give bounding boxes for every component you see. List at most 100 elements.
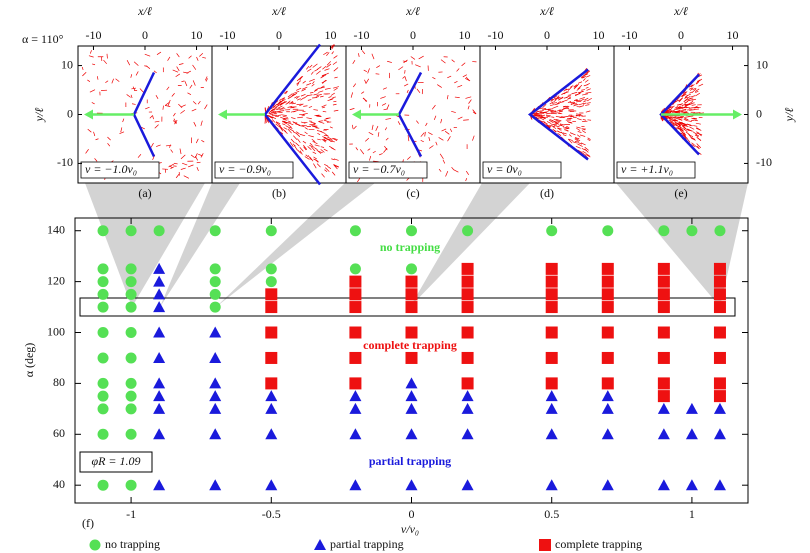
particle	[683, 132, 687, 136]
particle	[311, 146, 316, 152]
marker-square	[545, 351, 558, 364]
particle	[665, 116, 671, 120]
particle	[545, 124, 552, 128]
particle	[119, 131, 125, 134]
particle	[694, 88, 700, 92]
particle	[201, 139, 205, 143]
particle	[332, 103, 337, 106]
particle	[178, 103, 183, 109]
legend-label: no trapping	[105, 537, 160, 551]
marker-square	[657, 275, 670, 288]
marker-triangle	[685, 428, 698, 440]
annotation: partial trapping	[369, 454, 451, 468]
particle	[308, 106, 313, 108]
annotation: no trapping	[380, 240, 440, 254]
particle	[92, 63, 96, 66]
marker-triangle	[461, 479, 474, 491]
particle	[350, 92, 353, 98]
particle	[289, 100, 294, 105]
particle	[144, 53, 151, 57]
particle	[465, 76, 470, 81]
particle	[283, 90, 288, 94]
marker-circle	[406, 225, 417, 237]
particle	[548, 119, 554, 124]
particle	[688, 115, 694, 117]
particle	[693, 117, 697, 120]
particle	[270, 116, 274, 118]
marker-triangle	[713, 402, 726, 414]
inset-x-label: x/ℓ	[405, 4, 420, 18]
particle	[539, 117, 545, 121]
marker-square	[545, 288, 558, 301]
particle	[322, 136, 327, 139]
marker-square	[657, 301, 670, 314]
particle	[583, 100, 587, 103]
particle	[306, 65, 310, 70]
marker-circle	[153, 225, 165, 237]
particle	[324, 118, 329, 120]
marker-circle	[265, 225, 277, 237]
particle	[539, 107, 543, 110]
particle	[321, 74, 326, 77]
particle	[575, 92, 581, 97]
insets: v = −1.0v₀(a) -10 0 10 x/ℓ -10 0 10 y/ℓ v = −0.9v…	[32, 4, 796, 200]
particle	[582, 93, 589, 96]
particle	[115, 78, 120, 82]
particle	[568, 138, 573, 144]
particle	[187, 92, 192, 95]
particle	[578, 105, 584, 108]
marker-square	[461, 275, 474, 288]
particle	[329, 126, 333, 129]
marker-triangle	[209, 479, 222, 491]
particle	[547, 108, 551, 111]
marker-circle	[546, 225, 558, 237]
particle	[669, 110, 675, 112]
particle	[546, 121, 552, 124]
particle	[420, 132, 425, 137]
particle	[87, 79, 91, 82]
particle	[582, 118, 587, 121]
particle	[314, 144, 320, 147]
particle	[549, 101, 554, 105]
marker-square	[545, 301, 558, 314]
particle	[418, 55, 424, 60]
particle	[574, 83, 580, 88]
marker-square	[601, 288, 614, 301]
marker-square	[461, 301, 474, 314]
particle	[587, 139, 591, 141]
particle	[672, 123, 675, 127]
particle	[543, 120, 546, 124]
marker-circle	[89, 539, 101, 551]
inset-x-tick-label: 0	[276, 28, 282, 42]
particle	[361, 50, 366, 55]
particle	[387, 60, 392, 63]
particle	[568, 121, 573, 124]
particle	[558, 109, 564, 112]
particle	[672, 122, 677, 126]
particle	[402, 60, 407, 62]
particle	[333, 164, 339, 168]
particle	[333, 109, 339, 112]
particle	[585, 110, 591, 113]
particle	[313, 163, 317, 169]
particle	[465, 96, 472, 99]
particle	[296, 103, 302, 106]
particle	[135, 71, 139, 76]
particle	[287, 120, 292, 123]
particle	[686, 129, 693, 132]
particle	[186, 70, 192, 74]
particle	[691, 144, 696, 147]
particle	[562, 132, 567, 135]
particle	[678, 125, 682, 129]
particle	[196, 167, 199, 171]
particle	[683, 90, 686, 94]
particle	[586, 88, 591, 91]
particle	[358, 53, 360, 57]
particle	[194, 155, 199, 161]
marker-circle	[125, 352, 137, 364]
particle	[204, 76, 208, 81]
particle	[331, 51, 334, 55]
particle	[290, 101, 294, 104]
particle	[375, 125, 379, 132]
